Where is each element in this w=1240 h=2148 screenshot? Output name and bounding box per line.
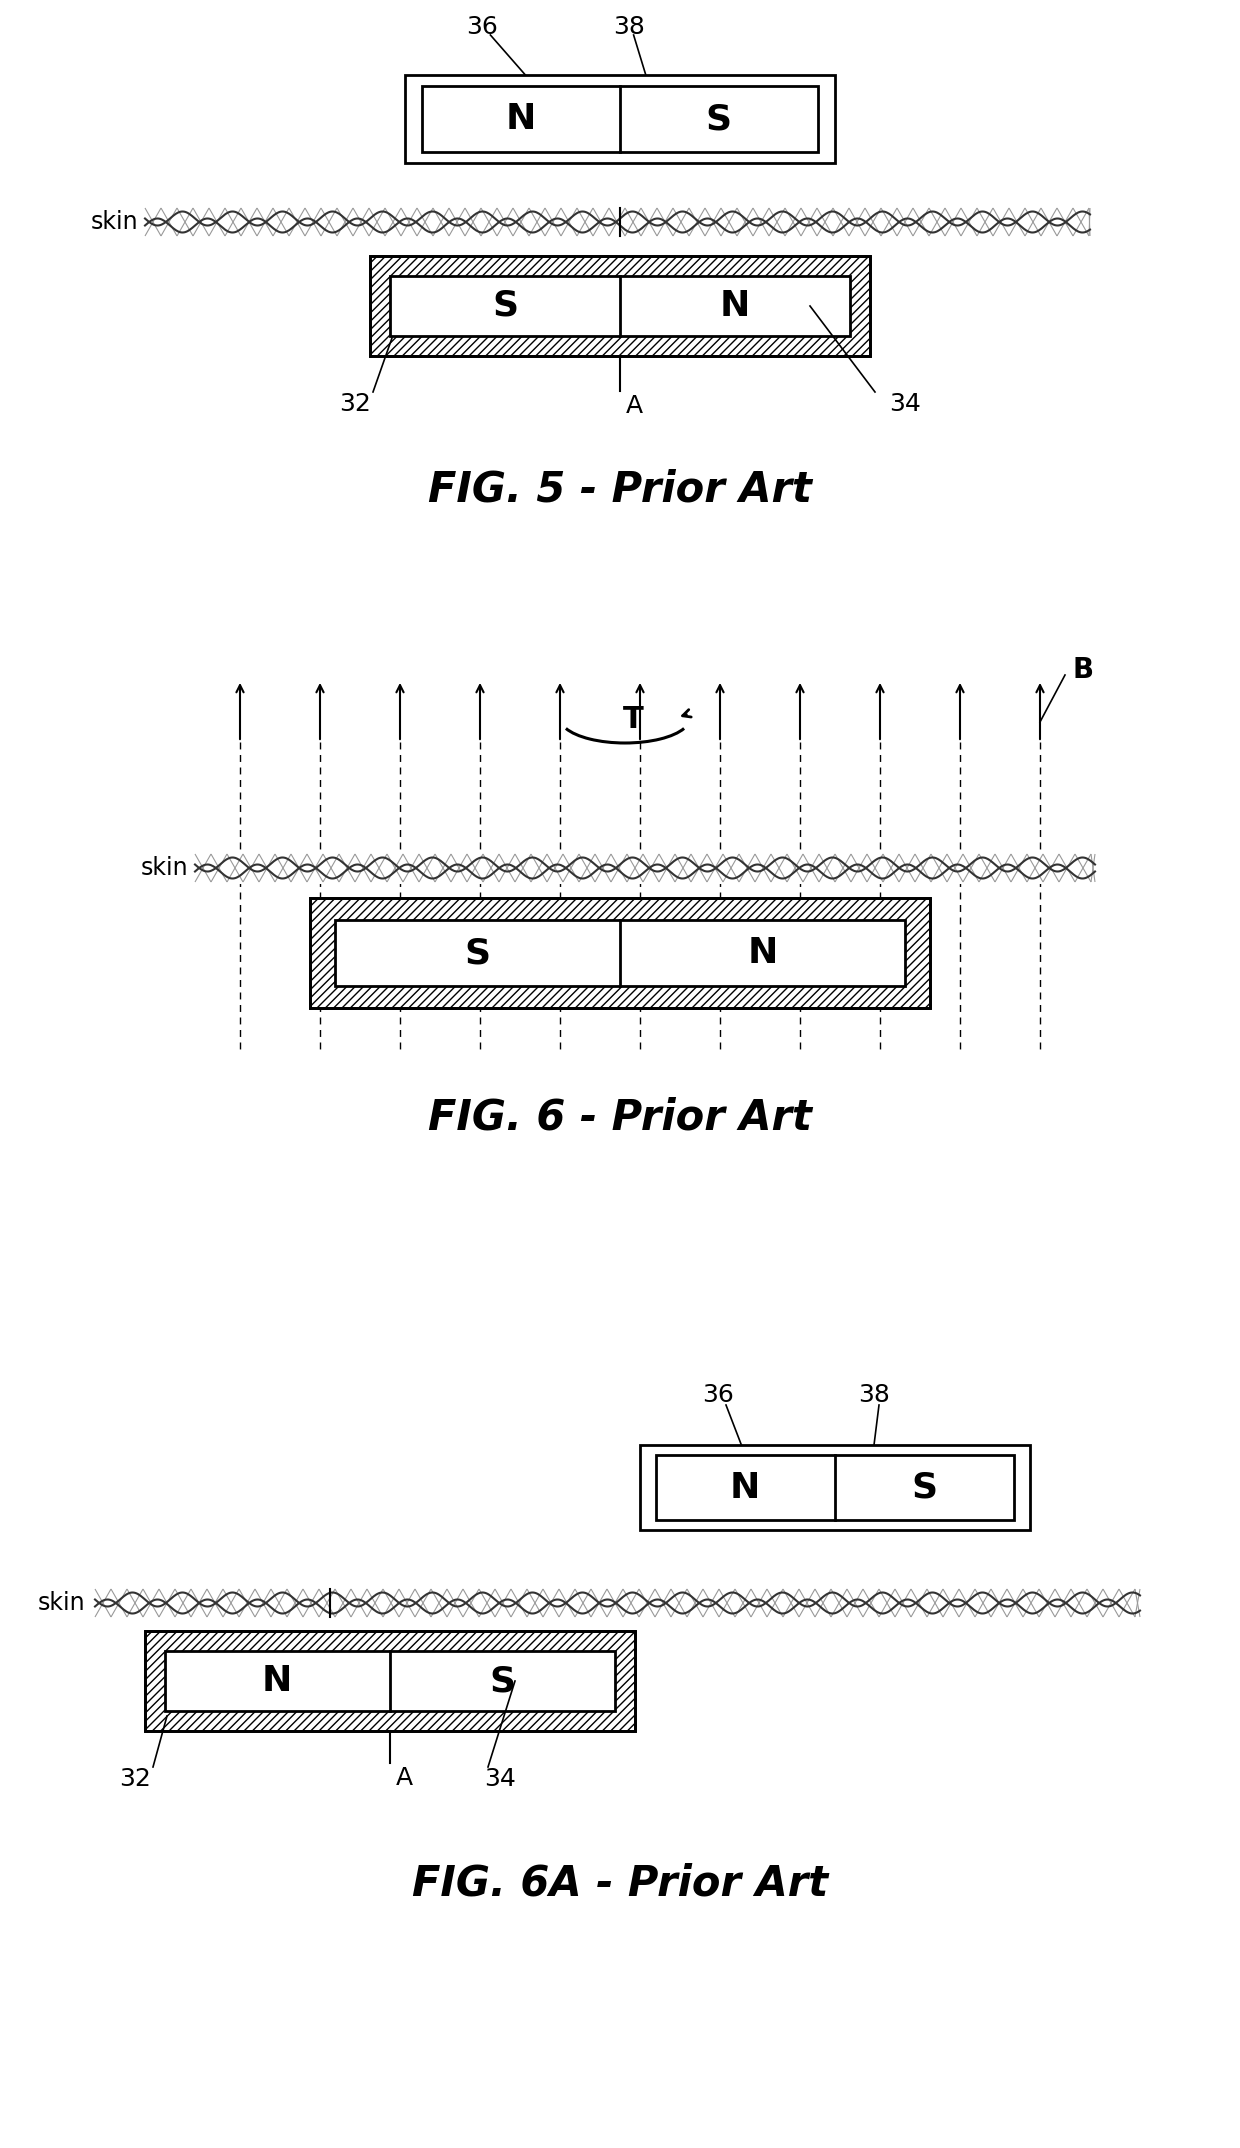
Bar (310, 898, 930, 1007)
FancyBboxPatch shape (405, 75, 835, 163)
Bar (335, 919, 905, 986)
Text: N: N (748, 937, 777, 971)
Bar (165, 1652, 615, 1712)
FancyBboxPatch shape (640, 1446, 1030, 1529)
Text: S: S (490, 1665, 516, 1699)
Text: FIG. 6 - Prior Art: FIG. 6 - Prior Art (428, 1098, 812, 1138)
Text: 38: 38 (858, 1383, 890, 1407)
Text: 36: 36 (466, 15, 498, 39)
Text: 32: 32 (119, 1768, 151, 1791)
Text: A: A (396, 1766, 413, 1789)
Text: T: T (622, 705, 644, 735)
Text: 34: 34 (484, 1768, 516, 1791)
Text: N: N (730, 1471, 760, 1504)
Text: A: A (625, 393, 642, 419)
Bar (391, 275, 849, 335)
Text: skin: skin (91, 211, 138, 234)
Bar (422, 86, 818, 153)
Text: S: S (911, 1471, 937, 1504)
Text: FIG. 6A - Prior Art: FIG. 6A - Prior Art (412, 1862, 828, 1903)
Bar (195, 853, 1095, 885)
Bar (145, 206, 1090, 238)
Text: 34: 34 (889, 391, 921, 417)
Text: S: S (706, 101, 732, 135)
Text: 38: 38 (613, 15, 645, 39)
Bar (370, 256, 870, 357)
Bar (145, 1630, 635, 1731)
Text: skin: skin (37, 1592, 86, 1615)
Text: 36: 36 (702, 1383, 734, 1407)
Text: S: S (464, 937, 491, 971)
Bar (145, 1630, 635, 1731)
Text: S: S (492, 290, 518, 322)
Bar (656, 1454, 1014, 1521)
Text: N: N (506, 101, 536, 135)
Text: 32: 32 (339, 391, 371, 417)
Text: FIG. 5 - Prior Art: FIG. 5 - Prior Art (428, 468, 812, 511)
Bar (95, 1587, 1140, 1620)
Text: N: N (719, 290, 750, 322)
Text: skin: skin (140, 857, 188, 881)
Text: N: N (262, 1665, 293, 1699)
Text: B: B (1073, 655, 1094, 683)
Bar (310, 898, 930, 1007)
Bar (370, 256, 870, 357)
